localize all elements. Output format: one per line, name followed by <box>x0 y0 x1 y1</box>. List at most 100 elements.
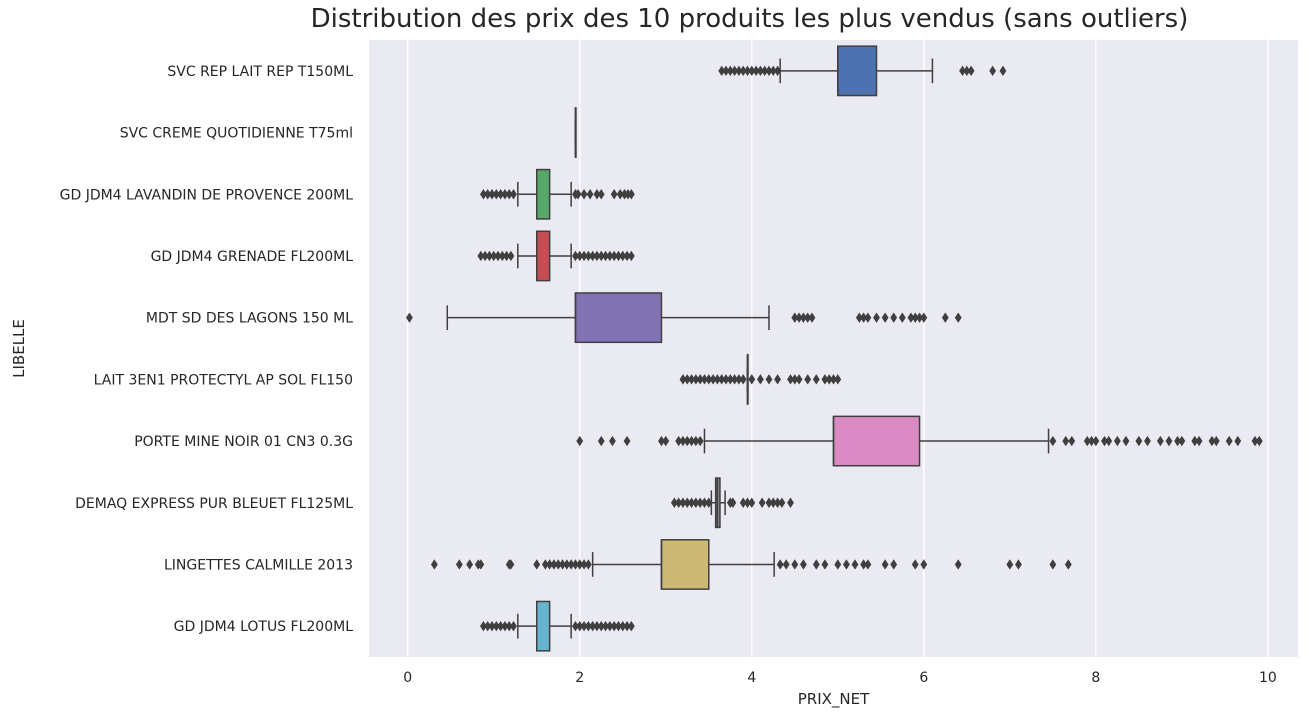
flier-point <box>498 250 506 262</box>
flier-point <box>580 620 588 632</box>
flier-point <box>860 559 868 570</box>
x-tick-labels: 0 2 4 6 8 10 <box>403 670 1277 686</box>
flier-point <box>782 559 790 570</box>
flier-point <box>597 250 605 262</box>
flier-point <box>623 250 631 262</box>
flier-point <box>1064 559 1072 570</box>
flier-point <box>580 559 588 570</box>
x-tick-label: 8 <box>1091 670 1100 686</box>
box-group <box>477 230 635 282</box>
flier-point <box>881 559 889 570</box>
flier-point <box>490 250 498 262</box>
flier-point <box>627 189 635 200</box>
box <box>535 230 551 282</box>
flier-point <box>769 497 777 508</box>
flier-point <box>679 374 687 385</box>
flier-point <box>597 620 605 632</box>
x-axis-label: PRIX_NET <box>798 690 870 709</box>
flier-point <box>713 374 721 385</box>
flier-point <box>812 559 820 570</box>
flier-point <box>623 620 631 632</box>
box-group <box>574 107 577 158</box>
flier-point <box>1049 559 1057 570</box>
flier-point <box>769 65 777 77</box>
flier-point <box>795 312 803 323</box>
flier-point <box>748 65 756 77</box>
flier-point <box>488 620 496 632</box>
flier-point <box>748 374 756 385</box>
flier-point <box>898 312 906 323</box>
flier-point <box>911 312 919 323</box>
flier-point <box>821 559 829 570</box>
box-group <box>679 353 842 405</box>
flier-point <box>729 497 737 508</box>
y-tick-label: SVC CREME QUOTIDIENNE T75ml <box>120 126 353 142</box>
flier-point <box>920 312 928 323</box>
flier-point <box>821 374 829 385</box>
flier-point <box>774 374 781 385</box>
flier-point <box>999 65 1007 77</box>
y-tick-label: GD JDM4 GRENADE FL200ML <box>151 249 354 265</box>
x-tick-label: 10 <box>1259 670 1277 686</box>
y-tick-label: MDT SD DES LAGONS 150 ML <box>146 311 353 327</box>
flier-point <box>580 250 588 262</box>
flier-point <box>954 559 962 570</box>
x-tick-label: 4 <box>747 670 756 686</box>
flier-point <box>739 65 747 77</box>
flier-point <box>851 559 859 570</box>
flier-point <box>748 497 756 508</box>
flier-point <box>507 250 515 262</box>
x-tick-label: 6 <box>919 670 928 686</box>
box <box>574 292 663 344</box>
flier-point <box>627 250 635 262</box>
flier-point <box>615 620 622 632</box>
flier-point <box>488 189 496 200</box>
flier-point <box>621 189 628 200</box>
flier-point <box>484 189 492 200</box>
flier-point <box>580 189 588 200</box>
flier-point <box>726 374 734 385</box>
chart-title: Distribution des prix des 10 produits le… <box>310 4 1189 34</box>
flier-point <box>494 250 502 262</box>
box-group <box>480 600 635 652</box>
flier-point <box>830 374 837 385</box>
y-tick-label: PORTE MINE NOIR 01 CN3 0.3G <box>134 434 353 450</box>
flier-point <box>1015 559 1022 570</box>
flier-point <box>559 559 566 570</box>
x-tick-label: 0 <box>403 670 412 686</box>
flier-point <box>492 189 500 200</box>
flier-point <box>692 374 700 385</box>
flier-point <box>804 312 812 323</box>
flier-point <box>602 620 609 632</box>
flier-point <box>593 250 601 262</box>
flier-point <box>989 65 997 77</box>
flier-point <box>481 250 489 262</box>
box-group <box>480 168 635 220</box>
flier-point <box>765 65 773 77</box>
flier-point <box>1135 435 1143 447</box>
flier-point <box>890 312 898 323</box>
flier-point <box>726 65 734 77</box>
flier-point <box>683 374 691 385</box>
flier-point <box>567 559 575 570</box>
flier-point <box>584 559 592 570</box>
flier-point <box>881 312 889 323</box>
flier-point <box>1088 435 1095 447</box>
flier-point <box>584 620 592 632</box>
y-tick-label: GD JDM4 LOTUS FL200ML <box>174 619 354 635</box>
y-axis-label: LIBELLE <box>10 319 28 378</box>
flier-point <box>505 620 513 632</box>
flier-point <box>907 312 915 323</box>
flier-point <box>675 497 683 508</box>
flier-point <box>586 189 594 200</box>
flier-point <box>696 435 704 447</box>
flier-point <box>503 250 511 262</box>
flier-point <box>709 374 717 385</box>
y-tick-label: LINGETTES CALMILLE 2013 <box>164 557 353 573</box>
flier-point <box>787 497 794 508</box>
flier-point <box>541 559 549 570</box>
box-group <box>430 539 1072 590</box>
flier-point <box>670 497 678 508</box>
flier-point <box>688 497 695 508</box>
flier-point <box>963 65 971 77</box>
